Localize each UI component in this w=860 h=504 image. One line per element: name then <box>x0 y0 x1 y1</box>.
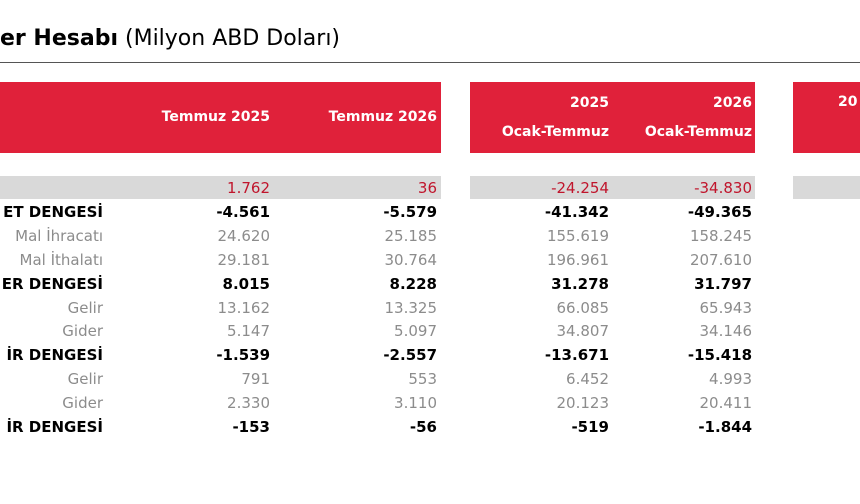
cell: 6.452 <box>566 370 609 389</box>
cell: -4.561 <box>216 202 270 221</box>
cell: -15.418 <box>687 346 752 365</box>
cell: 34.146 <box>699 322 753 341</box>
cell: 25.185 <box>384 226 438 245</box>
title-rule <box>0 62 860 63</box>
cell: -5.579 <box>383 202 437 221</box>
cell: 31.797 <box>694 274 752 293</box>
cell: 13.325 <box>384 298 438 317</box>
cell: 13.162 <box>217 298 271 317</box>
cell: -519 <box>571 418 609 436</box>
highlight-band <box>470 176 755 199</box>
cell: -49.365 <box>687 202 752 221</box>
cell: -2.557 <box>383 346 437 365</box>
header-band <box>793 82 860 153</box>
cell: 5.097 <box>394 322 437 341</box>
cell: 1.762 <box>227 179 270 197</box>
header-band <box>470 82 755 153</box>
cell: 207.610 <box>689 250 752 269</box>
cell: -153 <box>232 418 270 436</box>
cell: 20.411 <box>699 394 753 413</box>
cell: 4.993 <box>709 370 752 389</box>
cell: 553 <box>408 370 437 389</box>
row-label: Mal İthalatı <box>19 250 103 269</box>
cell: 20.123 <box>556 394 610 413</box>
cell: -41.342 <box>544 202 609 221</box>
cell: 2.330 <box>227 394 270 413</box>
title: er Hesabı (Milyon ABD Doları) <box>0 26 340 51</box>
row-label: ET DENGESİ <box>3 202 103 221</box>
cell: 8.015 <box>222 274 270 293</box>
cell: 34.807 <box>556 322 610 341</box>
header-cell: 2025 <box>570 95 609 111</box>
row-label: Gider <box>62 322 103 341</box>
row-label: Gelir <box>67 370 103 389</box>
title-sub: (Milyon ABD Doları) <box>125 26 341 51</box>
cell: 8.228 <box>389 274 437 293</box>
cell: -34.830 <box>694 179 752 197</box>
cell: -24.254 <box>551 179 609 197</box>
title-main: er Hesabı <box>0 26 118 51</box>
row-label: Mal İhracatı <box>15 226 103 245</box>
header-cell: 20 <box>838 94 858 110</box>
cell: -1.844 <box>698 418 752 436</box>
highlight-band <box>0 176 441 199</box>
header-cell: Ocak-Temmuz <box>501 124 609 140</box>
cell: 36 <box>417 179 437 197</box>
cell: 5.147 <box>227 322 270 341</box>
header-cell: 2026 <box>713 95 752 111</box>
header-cell: Temmuz 2026 <box>328 109 437 125</box>
cell: 24.620 <box>217 226 271 245</box>
cell: -1.539 <box>216 346 270 365</box>
cell: 29.181 <box>217 250 271 269</box>
cell: -13.671 <box>544 346 609 365</box>
cell: 196.961 <box>546 250 609 269</box>
row-label: Gider <box>62 394 103 413</box>
cell: 31.278 <box>551 274 609 293</box>
header-cell: Ocak-Temmuz <box>644 124 752 140</box>
cell: 155.619 <box>546 226 609 245</box>
cell: 30.764 <box>384 250 438 269</box>
cell: 65.943 <box>699 298 753 317</box>
header-cell: Temmuz 2025 <box>161 109 270 125</box>
row-label: ER DENGESİ <box>1 274 103 293</box>
cell: 66.085 <box>556 298 610 317</box>
cell: 158.245 <box>689 226 752 245</box>
highlight-band <box>793 176 860 199</box>
cell: 791 <box>241 370 270 389</box>
header-band <box>0 82 441 153</box>
row-label: İR DENGESİ <box>6 346 103 365</box>
cell: -56 <box>409 418 437 436</box>
row-label: Gelir <box>67 298 103 317</box>
row-label: İR DENGESİ <box>6 418 103 436</box>
cell: 3.110 <box>394 394 437 413</box>
